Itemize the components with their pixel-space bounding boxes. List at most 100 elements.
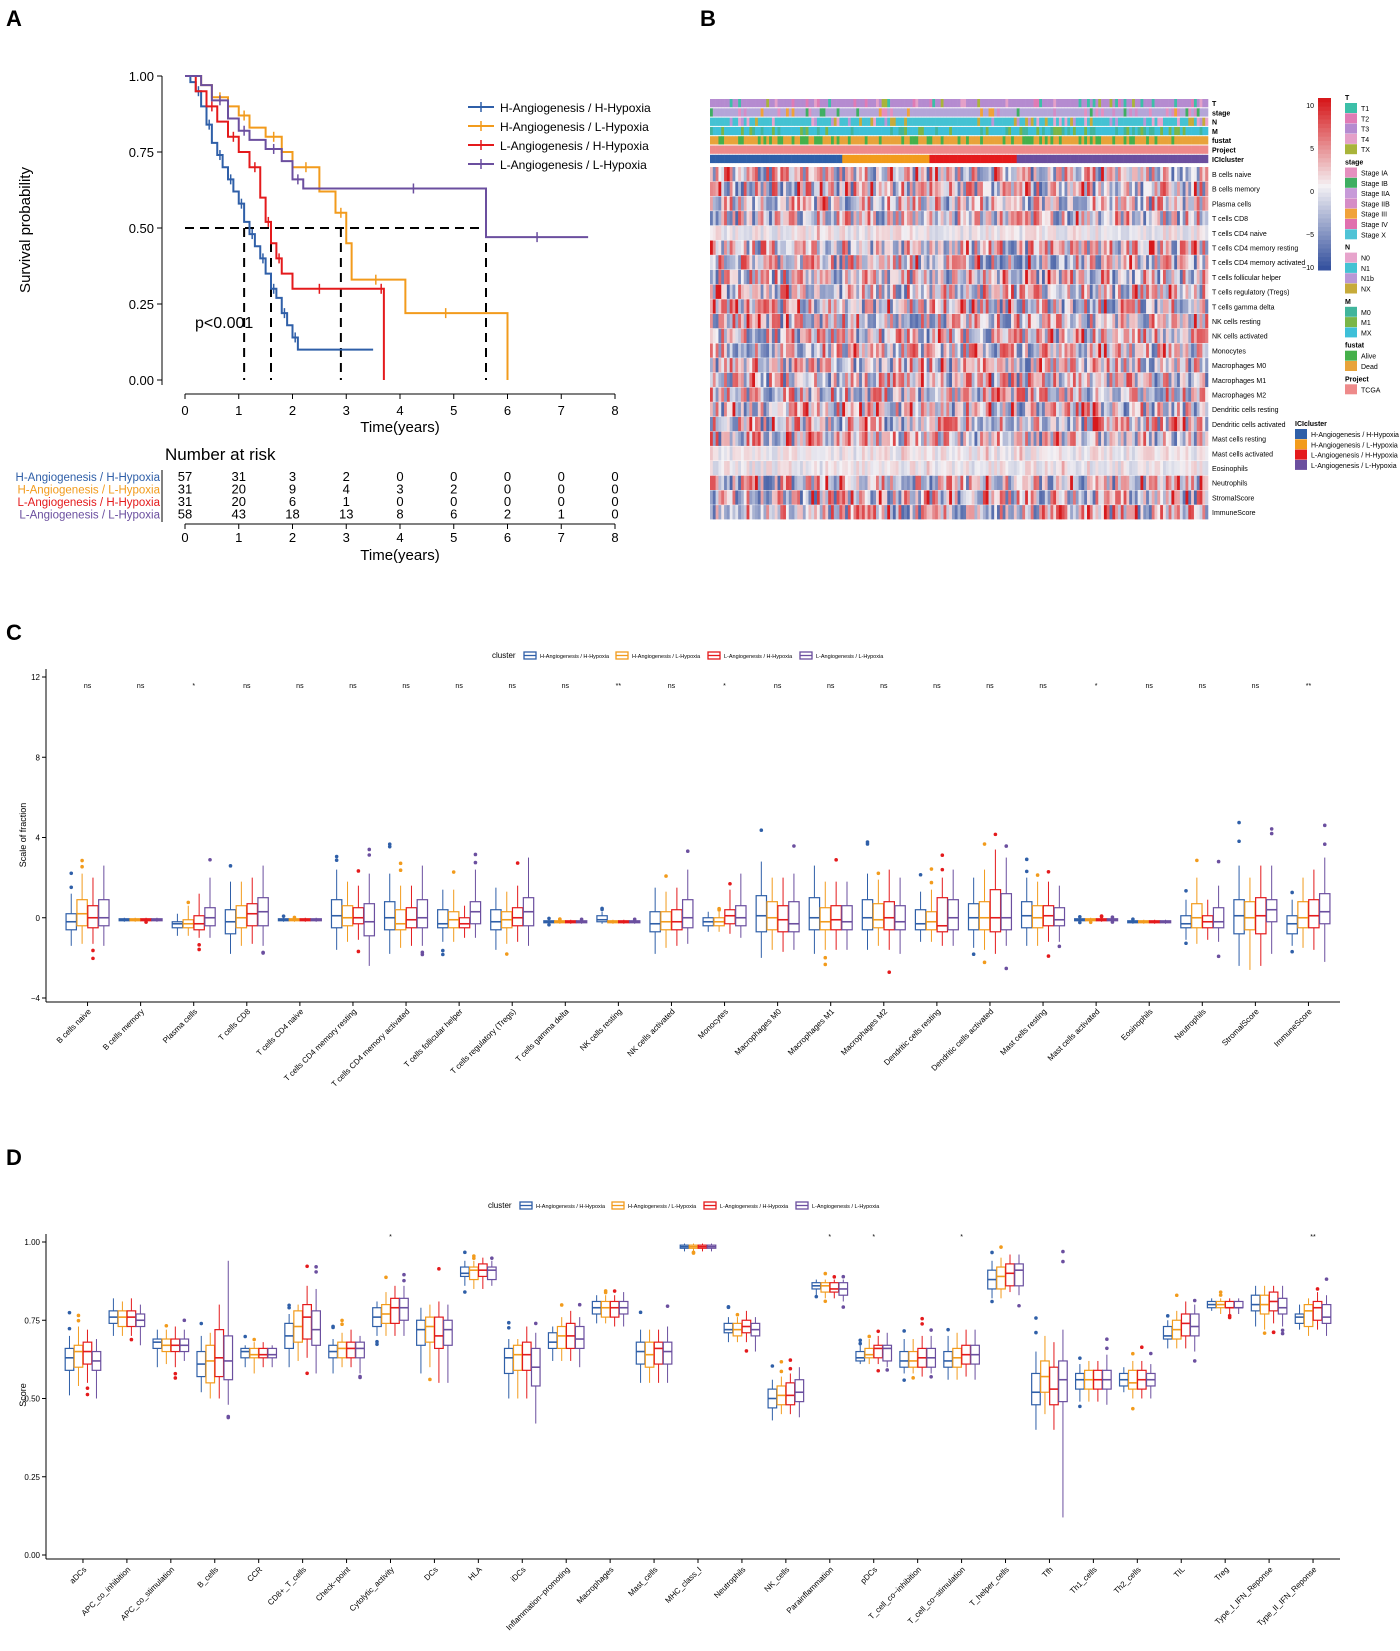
heatmap-cell <box>898 284 902 299</box>
heatmap-cell <box>830 167 835 182</box>
heatmap-cell <box>757 358 761 373</box>
annotation-cell <box>1143 108 1147 117</box>
heatmap-cell <box>1089 372 1093 388</box>
heatmap-cell <box>921 211 925 226</box>
heatmap-cell <box>794 167 798 182</box>
heatmap-cell <box>845 387 849 402</box>
annotation-cell <box>746 117 750 126</box>
heatmap-cell <box>994 240 998 255</box>
annotation-cell <box>1050 117 1054 126</box>
heatmap-cell <box>901 387 905 402</box>
annotation-cell <box>974 117 978 126</box>
heatmap-cell <box>1126 255 1130 270</box>
heatmap-cell <box>895 284 899 299</box>
heatmap-cell <box>1202 269 1206 285</box>
heatmap-cell <box>971 343 975 358</box>
heatmap-cell <box>710 387 714 402</box>
heatmap-cell <box>800 328 804 343</box>
heatmap-cell <box>715 358 719 373</box>
annotation-cell <box>819 145 823 154</box>
heatmap-cell <box>1117 314 1122 329</box>
heatmap-cell <box>1070 269 1074 285</box>
heatmap-cell <box>1143 225 1147 241</box>
heatmap-cell <box>794 431 798 446</box>
annotation-cell <box>1179 136 1183 145</box>
annotation-cell <box>1008 145 1012 154</box>
heatmap-cell <box>811 314 815 329</box>
heatmap-cell <box>802 225 806 241</box>
heatmap-cell <box>738 167 742 182</box>
heatmap-cell <box>1185 181 1189 196</box>
heatmap-cell <box>1154 402 1158 417</box>
annotation-cell <box>749 154 753 164</box>
heatmap-cell <box>1013 299 1017 314</box>
heatmap-cell <box>802 314 806 329</box>
heatmap-cell <box>783 299 787 314</box>
heatmap-cell <box>724 314 728 329</box>
heatmap-cell <box>887 225 891 241</box>
heatmap-cell <box>1106 431 1110 446</box>
heatmap-cell <box>932 328 936 343</box>
heatmap-cell <box>822 225 826 241</box>
heatmap-cell <box>1177 402 1181 417</box>
heatmap-cell <box>906 387 911 402</box>
annotation-cell <box>974 154 978 164</box>
annotation-cell <box>980 136 984 145</box>
heatmap-cell <box>814 343 818 358</box>
heatmap-cell <box>935 284 939 299</box>
heatmap-cell <box>926 255 930 270</box>
annotation-cell <box>833 136 837 145</box>
heatmap-cell <box>1056 240 1060 255</box>
heatmap-cell <box>974 416 978 432</box>
heatmap-cell <box>1084 387 1088 402</box>
annotation-cell <box>1002 136 1006 145</box>
heatmap-cell <box>740 402 745 417</box>
heatmap-cell <box>991 255 995 270</box>
heatmap-cell <box>932 299 936 314</box>
heatmap-cell <box>912 402 916 417</box>
heatmap-cell <box>1072 284 1077 299</box>
annotation-cell <box>729 136 733 145</box>
heatmap-cell <box>1151 387 1155 402</box>
heatmap-cell <box>1078 240 1082 255</box>
annotation-cell <box>884 126 888 136</box>
annotation-cell <box>1205 136 1209 145</box>
heatmap-cell <box>1013 431 1017 446</box>
heatmap-cell <box>1016 240 1020 255</box>
heatmap-cell <box>1098 358 1102 373</box>
heatmap-cell <box>1179 372 1183 388</box>
heatmap-cell <box>884 284 888 299</box>
heatmap-cell <box>816 402 821 417</box>
heatmap-cell <box>982 416 987 432</box>
heatmap-cell <box>726 416 730 432</box>
heatmap-cell <box>1022 181 1026 196</box>
heatmap-cell <box>1064 211 1068 226</box>
heatmap-cell <box>918 372 922 388</box>
heatmap-cell <box>752 225 756 241</box>
heatmap-cell <box>901 299 905 314</box>
heatmap-cell <box>1084 343 1088 358</box>
heatmap-cell <box>811 431 815 446</box>
heatmap-cell <box>771 358 776 373</box>
heatmap-cell <box>808 343 812 358</box>
heatmap-cell <box>842 299 846 314</box>
annotation-cell <box>1067 145 1071 154</box>
heatmap-cell <box>994 211 998 226</box>
heatmap-cell <box>1084 269 1088 285</box>
annotation-cell <box>1160 99 1164 108</box>
heatmap-cell <box>884 255 888 270</box>
heatmap-cell <box>1126 225 1130 241</box>
heatmap-cell <box>884 299 888 314</box>
heatmap-cell <box>811 446 815 461</box>
heatmap-cell <box>1008 328 1012 343</box>
annotation-cell <box>951 117 956 126</box>
heatmap-cell <box>788 211 792 226</box>
heatmap-cell <box>1143 284 1147 299</box>
heatmap-cell <box>1123 196 1127 211</box>
heatmap-cell <box>876 269 880 285</box>
heatmap-cell <box>923 196 927 211</box>
heatmap-cell <box>1044 387 1048 402</box>
heatmap-cell <box>988 431 992 446</box>
heatmap-cell <box>921 181 925 196</box>
heatmap-cell <box>1165 211 1169 226</box>
